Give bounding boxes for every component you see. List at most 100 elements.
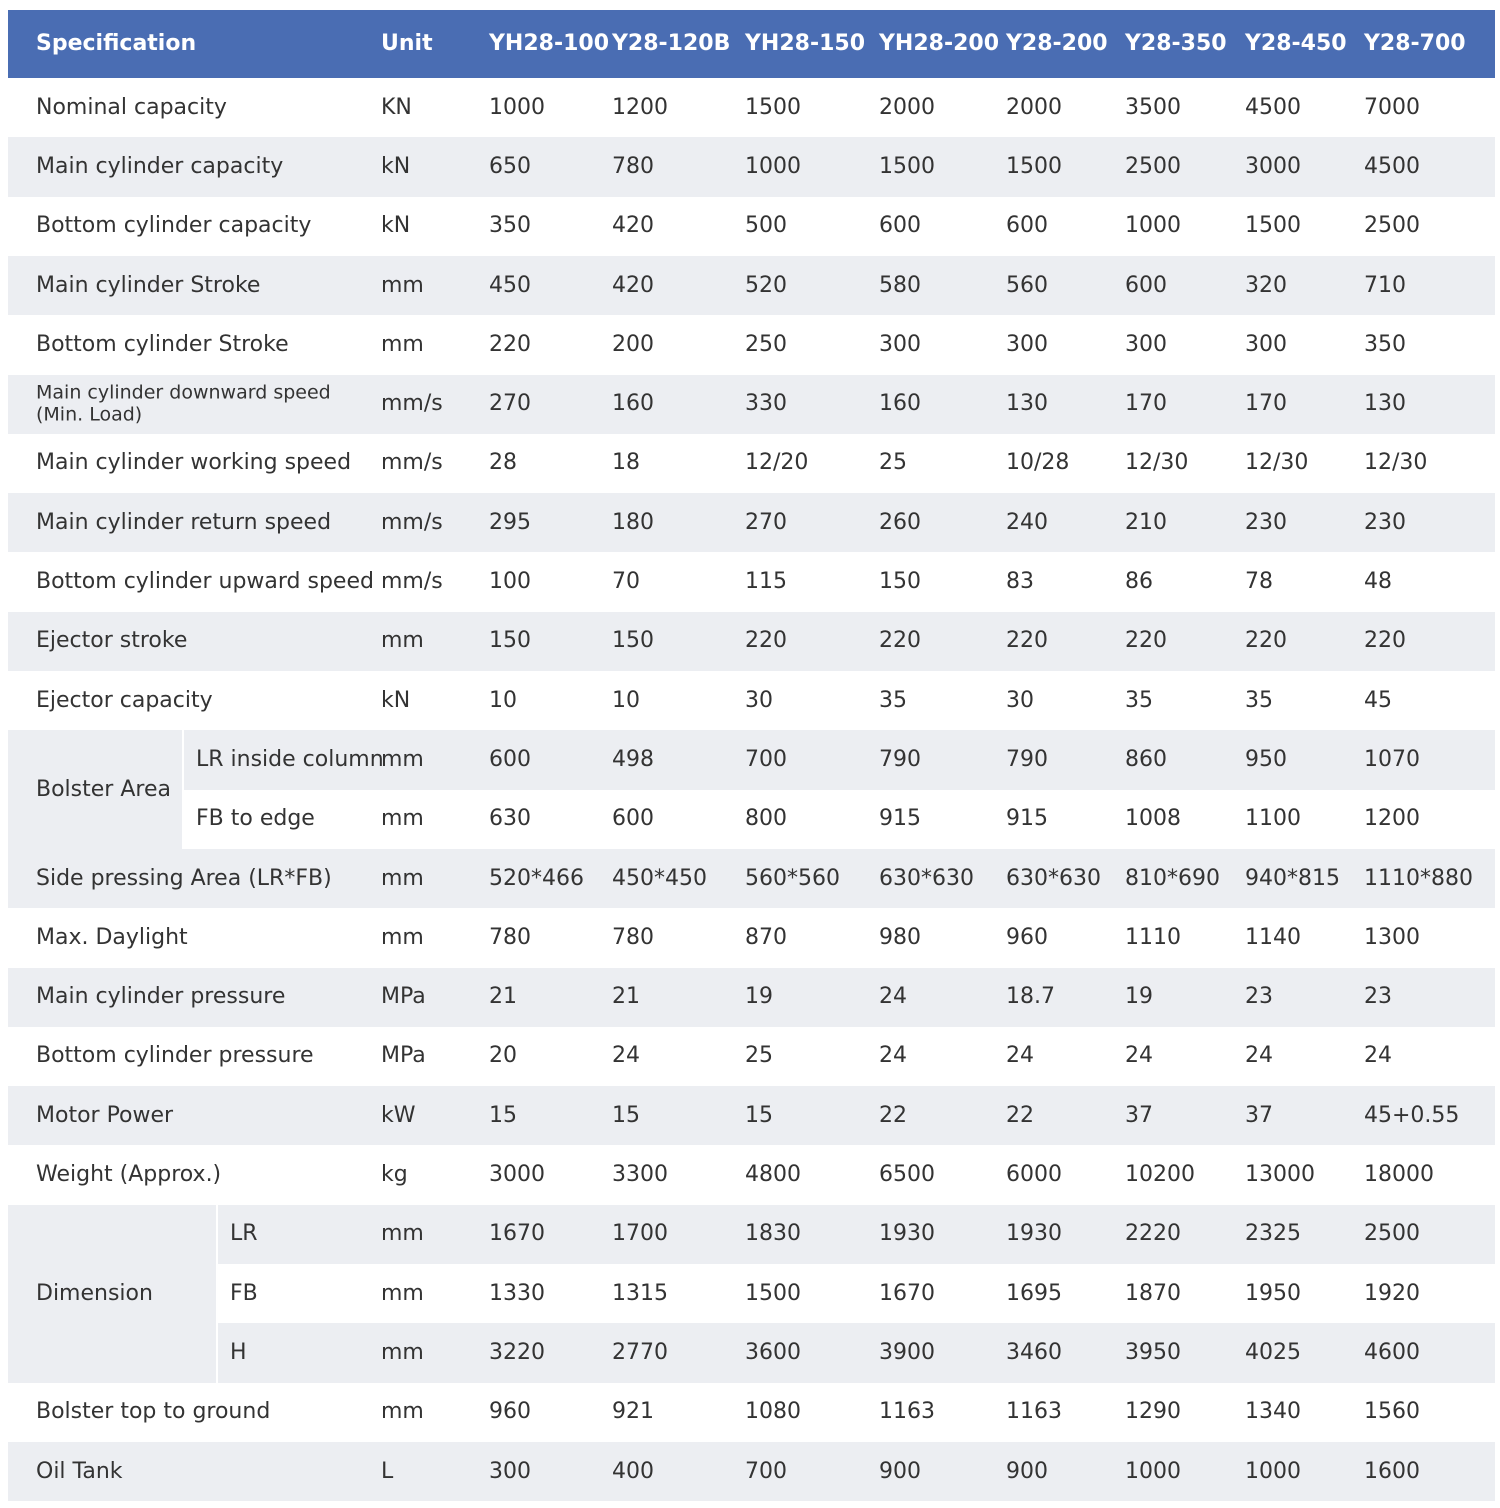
value: 630*630: [1006, 865, 1101, 891]
value: 170: [1125, 391, 1167, 417]
value: 15: [489, 1102, 517, 1128]
value: 12/30: [1125, 450, 1189, 476]
value: 24: [612, 1043, 640, 1069]
header-cell: YH28-100: [489, 31, 610, 56]
value: 1110*880: [1364, 865, 1473, 891]
value: 220: [1364, 628, 1406, 654]
row-background: [8, 552, 1495, 612]
unit: mm/s: [381, 509, 443, 535]
row-background: [218, 1323, 1495, 1383]
row-label: Nominal capacity: [36, 94, 227, 120]
row-label: Main cylinder pressure: [36, 984, 286, 1010]
row-label: Ejector capacity: [36, 687, 213, 713]
value: 220: [879, 628, 921, 654]
value: 790: [1006, 746, 1048, 772]
row-background: [8, 315, 1495, 375]
value: 21: [612, 984, 640, 1010]
value: 1140: [1245, 924, 1301, 950]
value: 800: [745, 806, 787, 832]
value: 24: [1245, 1043, 1273, 1069]
value: 1500: [745, 94, 801, 120]
value: 25: [879, 450, 907, 476]
unit: mm: [381, 1399, 424, 1425]
header-cell: Unit: [381, 31, 433, 56]
unit: mm: [381, 924, 424, 950]
row-background: [8, 255, 1495, 316]
value: 450*450: [612, 865, 707, 891]
value: 1000: [745, 153, 801, 179]
value: 420: [612, 272, 654, 298]
value: 3500: [1125, 94, 1181, 120]
value: 220: [1125, 628, 1167, 654]
value: 1008: [1125, 806, 1181, 832]
value: 4500: [1364, 153, 1420, 179]
value: 1600: [1364, 1458, 1420, 1484]
value: 1330: [489, 1280, 545, 1306]
value: 100: [489, 569, 531, 595]
value: 3950: [1125, 1339, 1181, 1365]
sub-label: H: [230, 1339, 247, 1365]
unit: mm/s: [381, 450, 443, 476]
value: 560: [1006, 272, 1048, 298]
value: 915: [879, 806, 921, 832]
value: 220: [1245, 628, 1287, 654]
unit: KN: [381, 94, 412, 120]
value: 13000: [1245, 1162, 1315, 1188]
value: 4800: [745, 1162, 801, 1188]
value: 22: [879, 1102, 907, 1128]
value: 1290: [1125, 1399, 1181, 1425]
header-cell: Specification: [36, 31, 197, 56]
value: 600: [1125, 272, 1167, 298]
value: 780: [612, 924, 654, 950]
value: 220: [1006, 628, 1048, 654]
value: 960: [1006, 924, 1048, 950]
row-background: [8, 137, 1495, 197]
row-label: Main cylinder working speed: [36, 450, 352, 476]
unit: mm: [381, 1339, 424, 1365]
value: 350: [489, 213, 531, 239]
value: 870: [745, 924, 787, 950]
value: 1670: [879, 1280, 935, 1306]
header-bar: [8, 10, 1495, 78]
value: 180: [612, 509, 654, 535]
value: 2770: [612, 1339, 668, 1365]
value: 1200: [1364, 806, 1420, 832]
value: 23: [1364, 984, 1392, 1010]
value: 900: [879, 1458, 921, 1484]
value: 580: [879, 272, 921, 298]
value: 28: [489, 450, 517, 476]
value: 1000: [1245, 1458, 1301, 1484]
unit: mm: [381, 1221, 424, 1247]
value: 70: [612, 569, 640, 595]
value: 35: [879, 687, 907, 713]
value: 2500: [1125, 153, 1181, 179]
value: 19: [745, 984, 773, 1010]
value: 4500: [1245, 94, 1301, 120]
unit: kW: [381, 1102, 416, 1128]
value: 230: [1245, 509, 1287, 535]
row-background: [8, 1441, 1495, 1502]
value: 37: [1245, 1102, 1273, 1128]
row-label: Oil Tank: [36, 1458, 123, 1484]
sub-label: FB: [230, 1280, 258, 1306]
value: 1560: [1364, 1399, 1420, 1425]
value: 2000: [1006, 94, 1062, 120]
value: 3220: [489, 1339, 545, 1365]
sub-label: LR: [230, 1221, 258, 1247]
value: 25: [745, 1043, 773, 1069]
row-background: [184, 730, 1495, 790]
value: 1110: [1125, 924, 1181, 950]
value: 15: [745, 1102, 773, 1128]
value: 560*560: [745, 865, 840, 891]
value: 300: [489, 1458, 531, 1484]
value: 220: [489, 331, 531, 357]
value: 230: [1364, 509, 1406, 535]
value: 10200: [1125, 1162, 1195, 1188]
value: 18000: [1364, 1162, 1434, 1188]
group-background: [8, 730, 182, 849]
value: 10: [612, 687, 640, 713]
value: 600: [1006, 213, 1048, 239]
value: 810*690: [1125, 865, 1220, 891]
sub-label: LR inside column: [196, 746, 384, 772]
